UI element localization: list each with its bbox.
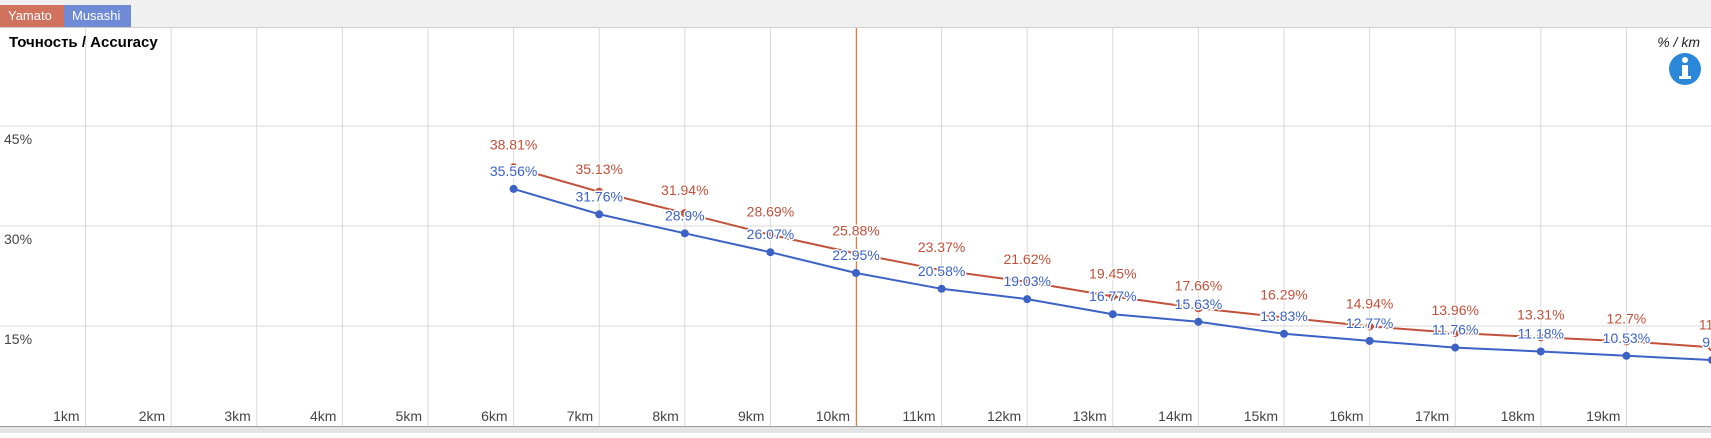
chart-svg: 15% 30% 45% 1km 2km 3km 4km 5km 6km 7km 8km 9km 10km… [0,28,1711,427]
data-point-yamato [1536,333,1545,342]
data-point-musashi [1194,317,1203,326]
x-tick-label: 13km [1073,408,1107,424]
x-tick-label: 8km [652,408,678,424]
data-point-musashi [1708,356,1711,364]
x-tick-label: 11km [902,408,935,424]
data-point-musashi [937,284,946,293]
data-label-yamato: 11.8 [1699,316,1711,332]
data-point-yamato [1365,322,1374,331]
data-label-musashi: 19.03% [1003,273,1050,289]
x-tick-label: 5km [396,408,422,424]
x-tick-label: 6km [481,408,507,424]
data-point-musashi [1451,343,1460,352]
accuracy-chart: 15% 30% 45% 1km 2km 3km 4km 5km 6km 7km 8km 9km 10km… [0,28,1711,433]
data-point-yamato [1108,292,1117,301]
x-tick-label: 4km [310,408,336,424]
data-point-yamato [1194,304,1203,313]
data-label-yamato: 23.37% [918,239,965,255]
legend-tab-yamato[interactable]: Yamato [0,5,64,27]
data-point-yamato [937,266,946,275]
data-label-musashi: 11.76% [1432,322,1478,338]
data-label-yamato: 35.13% [575,161,622,177]
data-point-yamato [1451,328,1460,337]
data-label-musashi: 12.77% [1346,315,1393,331]
data-label-musashi: 15.63% [1175,296,1222,312]
x-tick-label: 12km [987,408,1021,424]
data-label-yamato: 14.94% [1346,295,1393,311]
data-point-musashi [509,184,518,193]
data-label-musashi: 16.77% [1089,288,1136,304]
x-tick-label: 2km [139,408,165,424]
data-label-musashi: 26.07% [747,226,794,242]
data-point-musashi [1622,351,1631,360]
x-tick-label: 9km [738,408,764,424]
data-point-musashi [1280,329,1288,338]
data-point-yamato [766,230,775,239]
data-point-musashi [1108,310,1117,319]
data-point-yamato [852,249,860,258]
y-tick-label: 30% [4,231,32,247]
data-label-musashi: 31.76% [575,188,622,204]
x-tick-label: 3km [224,408,250,424]
data-label-musashi: 20.58% [918,263,965,279]
legend-tab-bar: Yamato Musashi [0,0,1711,28]
y-tick-label: 45% [4,131,32,147]
x-tick-label: 1km [53,408,79,424]
x-tick-label: 15km [1244,408,1278,424]
data-label-musashi: 13.83% [1260,308,1307,324]
data-label-yamato: 16.29% [1260,286,1307,302]
data-point-yamato [509,163,518,172]
data-point-musashi [595,210,604,219]
x-tick-label: 19km [1586,408,1620,424]
data-point-yamato [1023,277,1032,286]
data-label-yamato: 25.88% [832,222,879,238]
data-label-yamato: 19.45% [1089,265,1136,281]
data-label-yamato: 12.7% [1607,310,1647,326]
data-point-musashi [852,269,860,277]
y-tick-label: 15% [4,331,32,347]
data-label-musashi: 28.9% [665,207,705,223]
data-point-musashi [1536,347,1545,356]
data-label-musashi: 35.56% [490,163,537,179]
data-point-musashi [1365,336,1374,345]
data-point-musashi [1023,295,1032,304]
data-label-yamato: 13.31% [1517,306,1564,322]
data-point-yamato [680,209,689,218]
chart-title: Точность / Accuracy [9,34,158,51]
x-tick-label: 17km [1415,408,1449,424]
data-label-yamato: 21.62% [1003,251,1050,267]
data-label-yamato: 17.66% [1175,277,1222,293]
data-label-yamato: 31.94% [661,182,708,198]
horizontal-scrollbar[interactable] [0,426,1711,433]
data-point-yamato [1622,337,1631,346]
data-point-musashi [766,248,775,257]
data-point-yamato [1708,343,1711,352]
data-label-yamato: 28.69% [747,204,794,220]
x-tick-label: 10km [816,408,850,424]
info-icon[interactable] [1669,53,1701,85]
data-label-yamato: 13.96% [1431,302,1478,318]
data-label-musashi: 22.95% [832,247,879,263]
units-label: % / km [1657,34,1700,50]
x-tick-label: 16km [1329,408,1363,424]
x-tick-label: 7km [567,408,593,424]
data-label-yamato: 38.81% [490,136,537,152]
data-label-musashi: 11.18% [1518,325,1564,341]
data-point-yamato [595,187,604,196]
data-point-yamato [1280,313,1288,322]
x-tick-label: 18km [1501,408,1535,424]
data-point-musashi [680,229,689,238]
data-label-musashi: 9.9 [1702,334,1711,350]
x-tick-label: 14km [1158,408,1192,424]
data-label-musashi: 10.53% [1603,330,1650,346]
legend-tab-musashi[interactable]: Musashi [64,5,131,27]
